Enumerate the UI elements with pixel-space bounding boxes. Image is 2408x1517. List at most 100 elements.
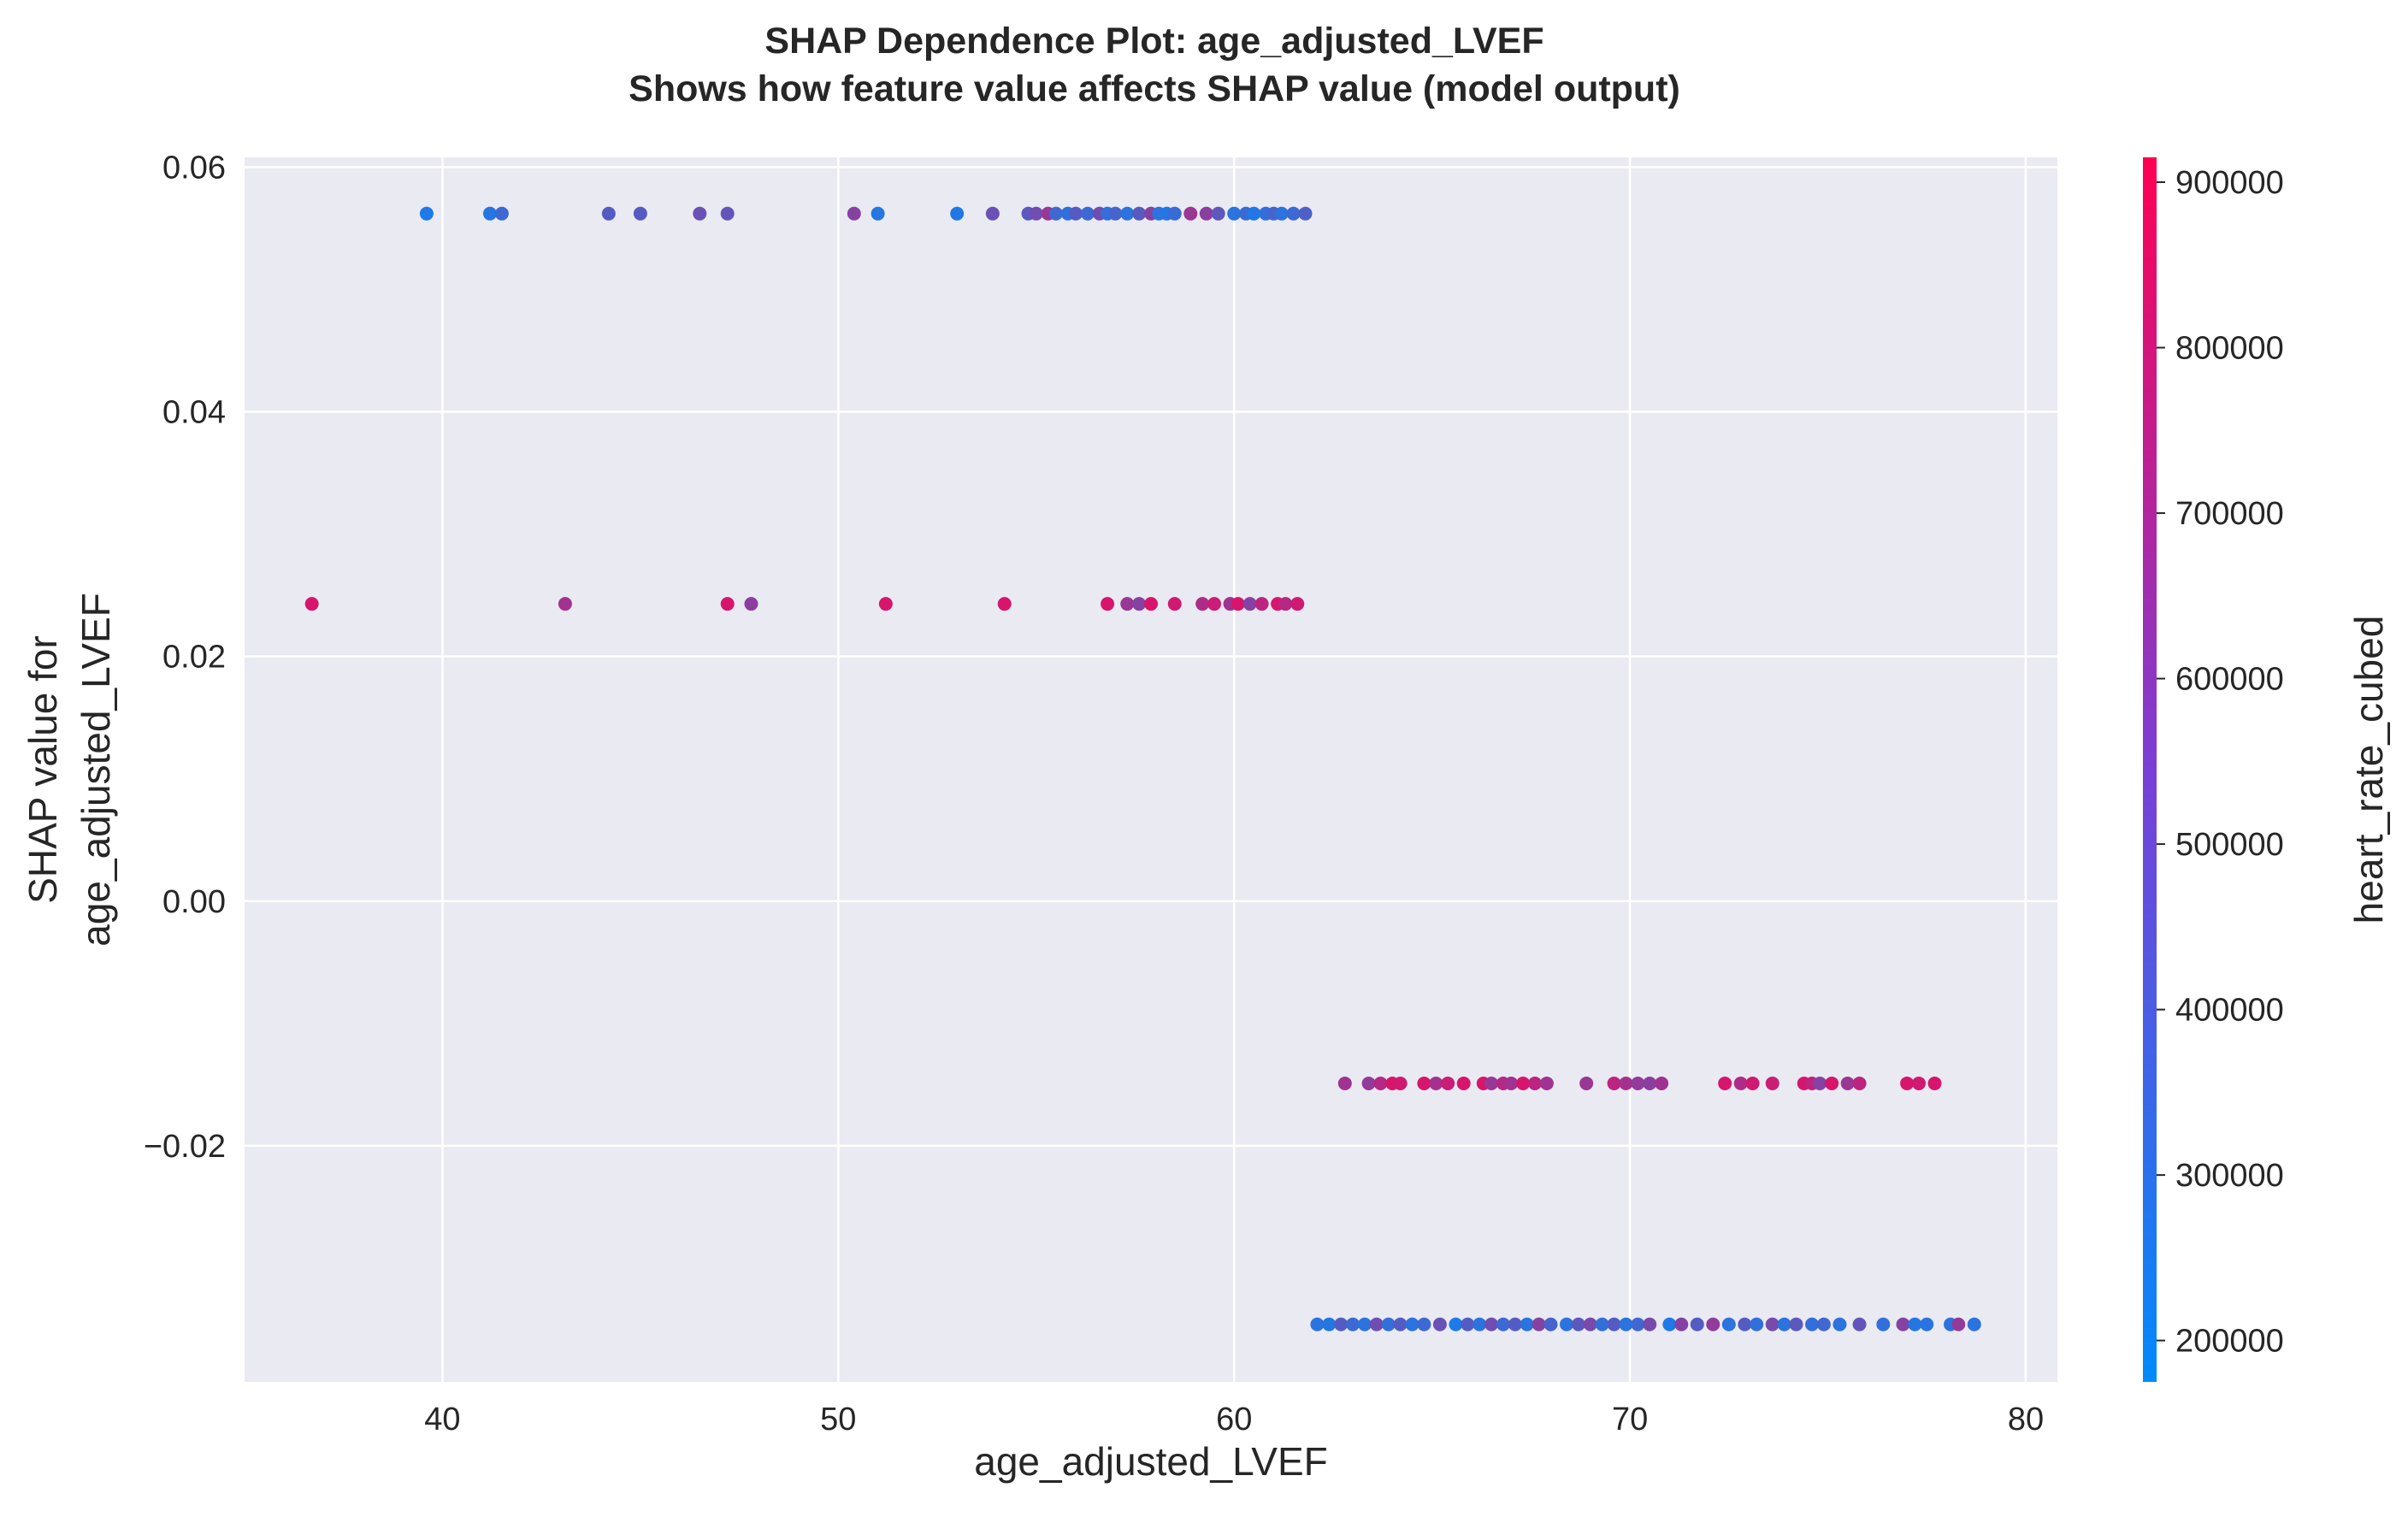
scatter-point (1207, 597, 1222, 611)
scatter-point (601, 206, 616, 221)
scatter-point (1852, 1317, 1867, 1331)
x-tick-label: 50 (820, 1402, 856, 1437)
colorbar-tick-label: 600000 (2175, 662, 2284, 698)
x-tick-label: 80 (2008, 1402, 2044, 1437)
scatter-point (1029, 206, 1043, 221)
scatter-point (1643, 1076, 1657, 1090)
scatter-point (1920, 1317, 1934, 1331)
scatter-point (1132, 597, 1147, 611)
scatter-point (1738, 1317, 1752, 1331)
scatter-point (1595, 1317, 1609, 1331)
scatter-point (1655, 1076, 1669, 1090)
scatter-point (1334, 1317, 1349, 1331)
scatter-point (878, 597, 893, 611)
scatter-point (1840, 1076, 1855, 1090)
scatter-point (1496, 1317, 1510, 1331)
scatter-point (1619, 1317, 1633, 1331)
scatter-point (744, 597, 758, 611)
x-axis-label: age_adjusted_LVEF (974, 1439, 1327, 1484)
colorbar-tick-label: 500000 (2175, 827, 2284, 863)
scatter-point (1520, 1317, 1534, 1331)
scatter-point (1571, 1317, 1585, 1331)
scatter-point (1951, 1317, 1966, 1331)
scatter-point (1393, 1076, 1408, 1090)
plot-area (245, 157, 2057, 1382)
scatter-point (1195, 597, 1210, 611)
scatter-point (1449, 1317, 1463, 1331)
scatter-point (1417, 1317, 1431, 1331)
scatter-point (558, 597, 572, 611)
y-tick-labels: −0.02 0.00 0.02 0.04 0.06 (144, 150, 226, 1164)
scatter-point (1432, 1317, 1447, 1331)
scatter-point (1274, 206, 1289, 221)
scatter-point (1539, 1076, 1554, 1090)
scatter-point (1369, 1317, 1384, 1331)
scatter-point (1346, 1317, 1360, 1331)
scatter-point (1322, 1317, 1337, 1331)
colorbar-tick-labels: 200000 300000 400000 500000 600000 700000 8000… (2157, 165, 2284, 1360)
scatter-point (1247, 206, 1261, 221)
scatter-point (1607, 1076, 1621, 1090)
chart-title: SHAP Dependence Plot: age_adjusted_LVEF (764, 21, 1543, 62)
scatter-point (1805, 1317, 1820, 1331)
scatter-point (1357, 1317, 1372, 1331)
scatter-point (1662, 1317, 1677, 1331)
scatter-point (1674, 1317, 1689, 1331)
scatter-point (1543, 1317, 1558, 1331)
scatter-point (997, 597, 1012, 611)
scatter-point (1211, 206, 1225, 221)
scatter-point (1721, 1317, 1736, 1331)
scatter-point (1144, 597, 1158, 611)
scatter-point (494, 206, 509, 221)
y-tick-label: −0.02 (144, 1129, 226, 1165)
scatter-point (1108, 206, 1123, 221)
scatter-point (1900, 1076, 1915, 1090)
scatter-point (1231, 597, 1245, 611)
scatter-point (1765, 1317, 1779, 1331)
scatter-point (1461, 1317, 1475, 1331)
x-tick-labels: 40 50 60 70 80 (424, 1402, 2044, 1437)
scatter-point (693, 206, 707, 221)
scatter-point (1813, 1076, 1827, 1090)
y-axis-label-line1: SHAP value for (21, 635, 65, 904)
scatter-point (1278, 597, 1293, 611)
colorbar-tick-label: 300000 (2175, 1158, 2284, 1194)
scatter-point (1560, 1317, 1574, 1331)
scatter-point (1473, 1317, 1487, 1331)
scatter-point (304, 597, 319, 611)
scatter-point (1381, 1317, 1396, 1331)
scatter-point (720, 206, 735, 221)
scatter-point (871, 206, 885, 221)
scatter-point (1967, 1317, 1981, 1331)
scatter-point (985, 206, 1000, 221)
scatter-point (1896, 1317, 1910, 1331)
scatter-point (1908, 1317, 1922, 1331)
y-tick-label: 0.00 (162, 884, 226, 920)
scatter-point (1631, 1317, 1645, 1331)
scatter-point (1750, 1317, 1764, 1331)
scatter-point (1310, 1317, 1325, 1331)
scatter-point (1484, 1317, 1499, 1331)
scatter-point (1508, 1317, 1522, 1331)
scatter-point (1298, 206, 1313, 221)
scatter-point (1254, 597, 1269, 611)
colorbar (2143, 157, 2157, 1382)
x-tick-label: 40 (424, 1402, 460, 1437)
scatter-point (1911, 1076, 1926, 1090)
scatter-point (1852, 1076, 1867, 1090)
scatter-point (1286, 206, 1301, 221)
scatter-point (1516, 1076, 1531, 1090)
scatter-point (1242, 597, 1257, 611)
colorbar-tick-label: 900000 (2175, 165, 2284, 201)
scatter-point (1607, 1317, 1621, 1331)
scatter-point (950, 206, 965, 221)
scatter-point (1373, 1076, 1388, 1090)
scatter-point (1080, 206, 1095, 221)
scatter-point (1619, 1076, 1633, 1090)
scatter-point (1361, 1076, 1376, 1090)
scatter-point (482, 206, 497, 221)
scatter-point (1690, 1317, 1704, 1331)
scatter-point (1199, 206, 1213, 221)
y-tick-label: 0.02 (162, 640, 226, 676)
